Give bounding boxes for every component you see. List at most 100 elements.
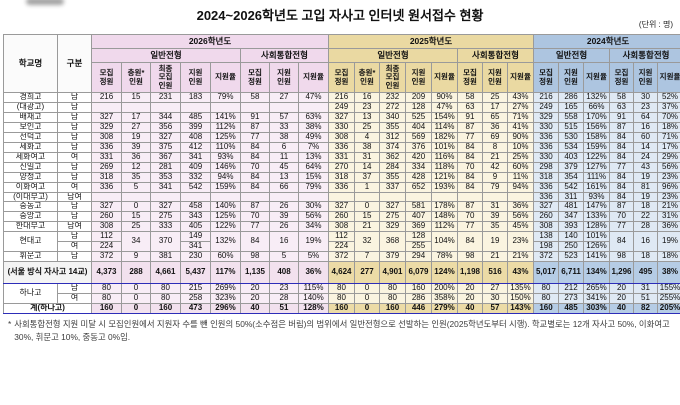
data-cell: 6,079	[405, 261, 432, 285]
data-cell: 16	[354, 92, 380, 103]
data-cell: 84	[457, 231, 483, 253]
data-cell: 330	[328, 121, 355, 133]
data-cell: 24	[633, 151, 658, 163]
data-cell: 124%	[431, 261, 458, 285]
data-cell: 327	[91, 201, 122, 213]
data-cell: 40	[240, 303, 270, 315]
data-cell: 98	[240, 251, 270, 263]
data-cell: 140%	[298, 293, 329, 305]
data-cell: 260	[328, 211, 355, 223]
header-cell: 지원율	[583, 62, 610, 93]
data-cell	[269, 191, 299, 203]
data-cell: 93%	[210, 151, 241, 163]
data-cell: 159%	[583, 141, 610, 153]
data-cell: 77	[457, 221, 483, 233]
header-cell: 일반전형	[328, 48, 458, 63]
data-cell: 80	[379, 293, 406, 305]
data-cell	[405, 191, 432, 203]
data-cell: 70	[457, 161, 483, 173]
data-cell: 25	[121, 221, 151, 233]
data-cell: 5	[269, 251, 299, 263]
data-cell: 15	[121, 211, 151, 223]
data-cell: 4,661	[150, 261, 181, 285]
header-cell: 일반전형	[533, 48, 610, 63]
gubun-cell: 여	[57, 181, 92, 193]
data-cell: 353	[150, 171, 181, 183]
data-cell: 23%	[656, 191, 680, 203]
data-cell: 133%	[583, 211, 610, 223]
data-cell: 104%	[431, 231, 458, 253]
data-cell: 525	[405, 111, 432, 123]
data-cell: 0	[354, 293, 380, 305]
data-cell: 91	[457, 111, 483, 123]
data-cell	[457, 191, 483, 203]
data-cell: 84	[240, 151, 270, 163]
data-cell: 84	[609, 191, 634, 203]
data-cell: 30	[482, 293, 508, 305]
data-cell: 87	[609, 201, 634, 213]
data-cell: 355	[379, 121, 406, 133]
data-cell: 27	[121, 121, 151, 133]
header-cell: 2024학년도	[532, 34, 680, 49]
data-cell: 275	[150, 211, 181, 223]
data-cell	[507, 191, 534, 203]
data-cell: 35	[121, 171, 151, 183]
header-cell: 구분	[57, 34, 92, 93]
data-cell: 140%	[210, 201, 241, 213]
data-cell: 64	[633, 111, 658, 123]
footnote-marker: *	[8, 319, 12, 330]
data-cell: 369	[405, 221, 432, 233]
data-cell: 530	[558, 131, 584, 143]
data-cell: 51	[269, 303, 299, 315]
data-cell: 216	[533, 92, 559, 103]
header-cell: 지원율	[507, 62, 534, 93]
data-cell: 30%	[298, 201, 329, 213]
data-cell: 160	[91, 303, 122, 315]
data-cell: 341	[180, 151, 211, 163]
data-cell: 409	[180, 161, 211, 173]
data-cell: 140	[558, 231, 584, 243]
data-cell: 558	[558, 111, 584, 123]
data-cell: 21%	[507, 251, 534, 263]
data-cell: 154%	[431, 111, 458, 123]
data-cell: 19	[121, 131, 151, 143]
data-cell: 277	[354, 261, 380, 285]
data-cell: 343	[180, 211, 211, 223]
data-cell: 47%	[431, 101, 458, 113]
data-cell: 84	[609, 141, 634, 153]
gubun-cell: 여	[57, 241, 92, 253]
data-cell: 18%	[656, 121, 680, 133]
data-cell: 4,901	[379, 261, 406, 285]
data-cell: 36	[482, 121, 508, 133]
data-cell: 260	[533, 211, 559, 223]
data-cell: 79%	[298, 181, 329, 193]
data-cell: 182%	[431, 131, 458, 143]
data-cell: 336	[91, 181, 122, 193]
gubun-cell: 남	[57, 111, 92, 123]
data-cell: 87	[240, 121, 270, 133]
data-cell: 84	[609, 231, 634, 253]
data-cell: 516	[482, 261, 508, 285]
header-cell: 지원율	[298, 62, 329, 93]
data-cell: 420	[405, 151, 432, 163]
data-cell: 20	[457, 283, 483, 295]
data-cell: 118%	[431, 161, 458, 173]
gubun-cell: 여	[57, 293, 92, 305]
data-cell: 23%	[656, 171, 680, 183]
data-cell: 20	[609, 293, 634, 305]
data-cell: 147%	[583, 201, 610, 213]
data-cell: 193%	[431, 181, 458, 193]
data-cell: 0	[121, 293, 151, 305]
row-label: (서울 방식 자사고 14교)	[3, 261, 92, 285]
data-cell: 523	[558, 251, 584, 263]
data-cell: 341	[150, 181, 181, 193]
data-cell: 412	[180, 141, 211, 153]
data-cell: 165	[558, 101, 584, 113]
header-cell: 모집 정원	[457, 62, 483, 93]
data-cell: 84	[609, 151, 634, 163]
data-cell: 1	[354, 181, 380, 193]
data-cell: 405	[180, 221, 211, 233]
data-cell: 17	[482, 101, 508, 113]
data-cell: 340	[379, 111, 406, 123]
school-cell: (이대부고)	[3, 191, 58, 203]
